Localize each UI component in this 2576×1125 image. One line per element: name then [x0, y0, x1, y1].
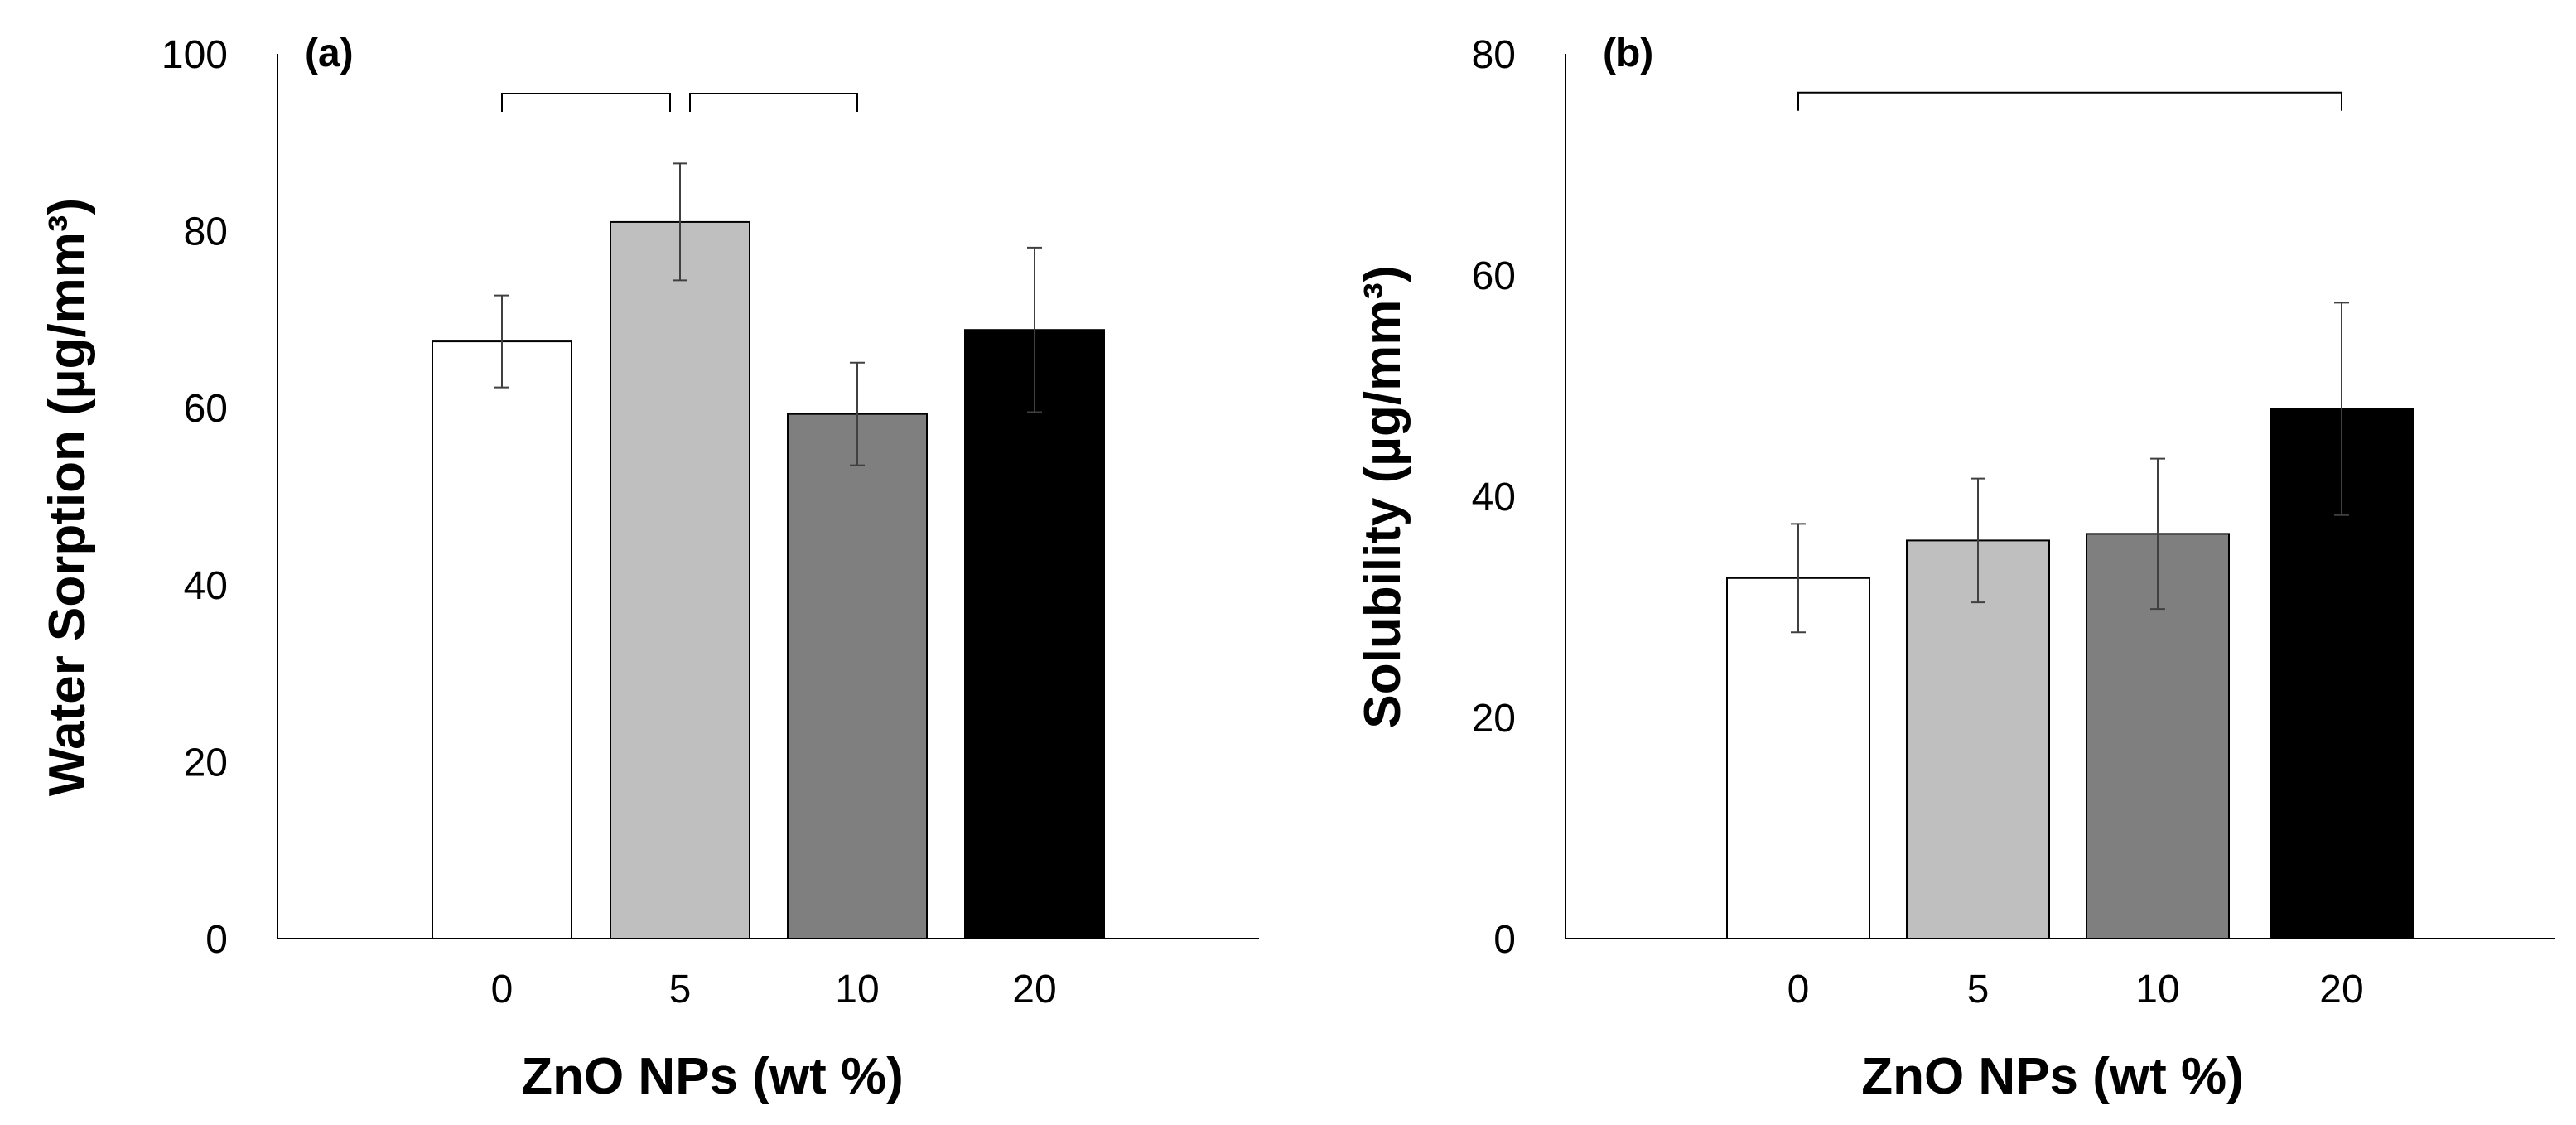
panel-label: (b): [1603, 31, 1653, 75]
y-tick-label: 60: [1472, 254, 1516, 298]
y-tick-label: 80: [1472, 33, 1516, 77]
x-tick-label: 5: [669, 968, 692, 1012]
x-axis-title: ZnO NPs (wt %): [1861, 1048, 2244, 1105]
bar-20: [964, 329, 1105, 939]
x-tick-label: 10: [835, 968, 879, 1012]
y-tick-label: 20: [1472, 697, 1516, 741]
bar-0: [1726, 577, 1870, 939]
bar-5: [610, 220, 750, 940]
significance-bracket: [1797, 91, 2342, 111]
panel-a-water-sorption: 0 20 40 60 80 100 0 5 10 20 (a) ZnO NPs (wt %) Water…: [39, 31, 1259, 1105]
panel-b-solubility: 0 20 40 60 80 0 5 10 20 (b) ZnO NPs (wt %) Solubili…: [1354, 31, 2555, 1105]
x-tick-label: 10: [2135, 968, 2179, 1012]
bar-10: [787, 413, 928, 939]
y-tick-label: 40: [1472, 476, 1516, 519]
x-tick-label: 20: [1012, 968, 1056, 1012]
y-tick-label: 0: [1493, 918, 1516, 962]
x-tick-label: 20: [2319, 968, 2363, 1012]
y-axis-title: Solubility (µg/mm³): [1354, 265, 1411, 728]
y-tick-label: 20: [184, 741, 228, 785]
x-tick-label: 0: [491, 968, 514, 1012]
significance-bracket: [689, 93, 858, 113]
y-tick-label: 60: [184, 387, 228, 431]
y-tick-label: 80: [184, 210, 228, 254]
panel-label: (a): [305, 31, 354, 75]
y-tick-label: 100: [162, 33, 228, 77]
x-axis-title: ZnO NPs (wt %): [521, 1048, 904, 1105]
significance-bracket: [501, 93, 671, 113]
x-tick-label: 0: [1787, 968, 1810, 1012]
bar-0: [432, 340, 572, 940]
x-tick-label: 5: [1967, 968, 1990, 1012]
y-axis-title: Water Sorption (µg/mm³): [39, 198, 96, 796]
bar-5: [1906, 539, 2050, 940]
y-tick-label: 0: [205, 918, 228, 962]
y-tick-label: 40: [184, 564, 228, 608]
